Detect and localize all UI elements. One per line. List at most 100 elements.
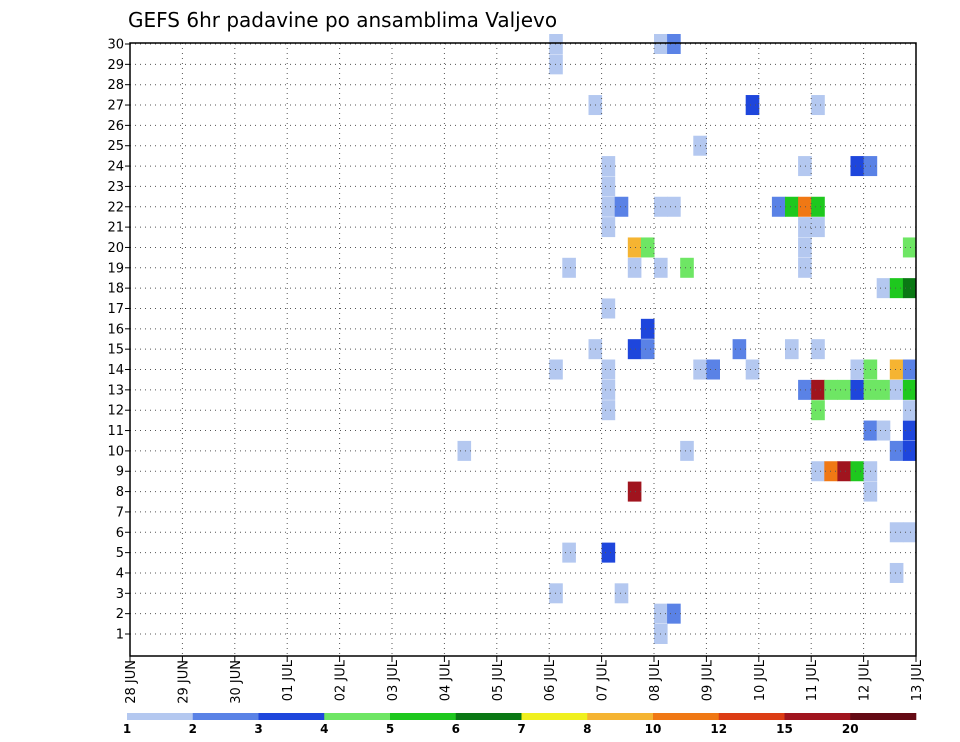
- y-tick-label: 19: [107, 261, 124, 276]
- heatmap-cell: [902, 522, 917, 543]
- heatmap-cell: [745, 359, 760, 380]
- colorbar-tick-label: 3: [254, 722, 262, 736]
- heatmap-cell: [850, 156, 865, 177]
- x-tick-label: 02 JUL: [334, 659, 349, 701]
- heatmap-cell: [771, 196, 786, 217]
- y-tick-label: 12: [107, 404, 124, 419]
- heatmap-cell: [902, 440, 917, 461]
- x-tick-label: 03 JUL: [386, 659, 401, 701]
- y-tick-label: 25: [107, 139, 124, 154]
- y-tick-label: 20: [107, 241, 124, 256]
- heatmap-cell: [562, 257, 576, 278]
- y-tick-label: 9: [116, 465, 124, 480]
- heatmap-cell: [798, 257, 812, 278]
- y-tick-label: 17: [107, 302, 124, 317]
- heatmap-cell: [601, 542, 616, 563]
- y-tick-label: 3: [116, 587, 124, 602]
- heatmap-cell: [601, 400, 616, 421]
- heatmap-cell: [667, 196, 681, 217]
- heatmap-cell: [889, 359, 904, 380]
- heatmap-cell: [732, 339, 747, 360]
- colorbar-tick-label: 10: [645, 722, 662, 736]
- heatmap-cell: [601, 176, 616, 197]
- heatmap-cell: [640, 237, 655, 258]
- y-tick-label: 6: [116, 526, 124, 541]
- heatmap-cell: [889, 562, 904, 583]
- colorbar-swatch: [127, 713, 194, 720]
- colorbar-swatch: [718, 713, 785, 720]
- x-tick-label: 07 JUL: [596, 659, 611, 701]
- y-tick-label: 27: [107, 99, 124, 114]
- heatmap-cell: [640, 318, 655, 339]
- heatmap-cell: [889, 522, 904, 543]
- y-axis: 1234567891011121314151617181920212223242…: [107, 38, 130, 643]
- x-tick-label: 10 JUL: [753, 659, 768, 701]
- colorbar-swatch: [390, 713, 457, 720]
- y-tick-label: 10: [107, 444, 124, 459]
- heatmap-cell: [680, 440, 694, 461]
- heatmap-cell: [811, 339, 825, 360]
- heatmap-cell: [798, 237, 812, 258]
- heatmap-cell: [876, 379, 891, 400]
- x-tick-label: 08 JUL: [648, 659, 663, 701]
- heatmap-cell: [627, 339, 642, 360]
- heatmap-cell: [706, 359, 720, 380]
- heatmap-cell: [850, 461, 865, 482]
- heatmap-cell: [640, 339, 655, 360]
- heatmap-cell: [876, 420, 891, 441]
- y-tick-label: 1: [116, 628, 124, 643]
- colorbar-tick-label: 15: [776, 722, 793, 736]
- colorbar-swatch: [850, 713, 917, 720]
- colorbar-swatch: [784, 713, 851, 720]
- heatmap-cell: [785, 339, 799, 360]
- heatmap-cell: [798, 196, 812, 217]
- heatmap-cell: [614, 583, 629, 604]
- colorbar-tick-label: 20: [842, 722, 859, 736]
- y-tick-label: 7: [116, 505, 124, 520]
- heatmap-cell: [902, 359, 917, 380]
- heatmap-cell: [889, 278, 904, 299]
- y-tick-label: 23: [107, 180, 124, 195]
- heatmap-cell: [811, 461, 825, 482]
- colorbar: 1 2 3 4 5 6 7 8 10 12 15 20: [123, 713, 917, 736]
- heatmap-cell: [798, 217, 812, 238]
- grid-lines: [130, 43, 916, 656]
- y-tick-label: 5: [116, 546, 124, 561]
- y-tick-label: 18: [107, 282, 124, 297]
- y-tick-label: 29: [107, 58, 124, 73]
- heatmap-cell: [601, 217, 616, 238]
- colorbar-swatch: [587, 713, 654, 720]
- x-tick-label: 06 JUL: [543, 659, 558, 701]
- colorbar-swatch: [455, 713, 522, 720]
- y-tick-label: 2: [116, 607, 124, 622]
- heatmap-cell: [627, 257, 642, 278]
- heatmap-cell: [811, 379, 825, 400]
- heatmap-cells: [457, 34, 917, 644]
- heatmap-cell: [667, 603, 681, 624]
- colorbar-swatch: [324, 713, 391, 720]
- heatmap-cell: [798, 156, 812, 177]
- heatmap-cell: [902, 237, 917, 258]
- heatmap-cell: [667, 34, 681, 54]
- heatmap-cell: [889, 379, 904, 400]
- colorbar-tick-label: 7: [517, 722, 525, 736]
- colorbar-tick-label: 8: [583, 722, 591, 736]
- y-tick-label: 13: [107, 383, 124, 398]
- y-tick-label: 16: [107, 322, 124, 337]
- heatmap-cell: [601, 379, 616, 400]
- heatmap-cell: [850, 379, 865, 400]
- heatmap-cell: [824, 461, 838, 482]
- heatmap-cell: [601, 156, 616, 177]
- heatmap-cell: [837, 461, 851, 482]
- heatmap-cell: [680, 257, 694, 278]
- heatmap-cell: [601, 359, 616, 380]
- heatmap-cell: [601, 298, 616, 319]
- x-tick-label: 01 JUL: [281, 659, 296, 701]
- colorbar-tick-label: 12: [710, 722, 727, 736]
- colorbar-tick-label: 5: [386, 722, 394, 736]
- x-axis: 28 JUN 29 JUN 30 JUN 01 JUL 02 JUL 03 JUL 04 J…: [124, 656, 925, 704]
- x-tick-label: 05 JUL: [491, 659, 506, 701]
- y-tick-label: 22: [107, 200, 124, 215]
- y-tick-label: 14: [107, 363, 124, 378]
